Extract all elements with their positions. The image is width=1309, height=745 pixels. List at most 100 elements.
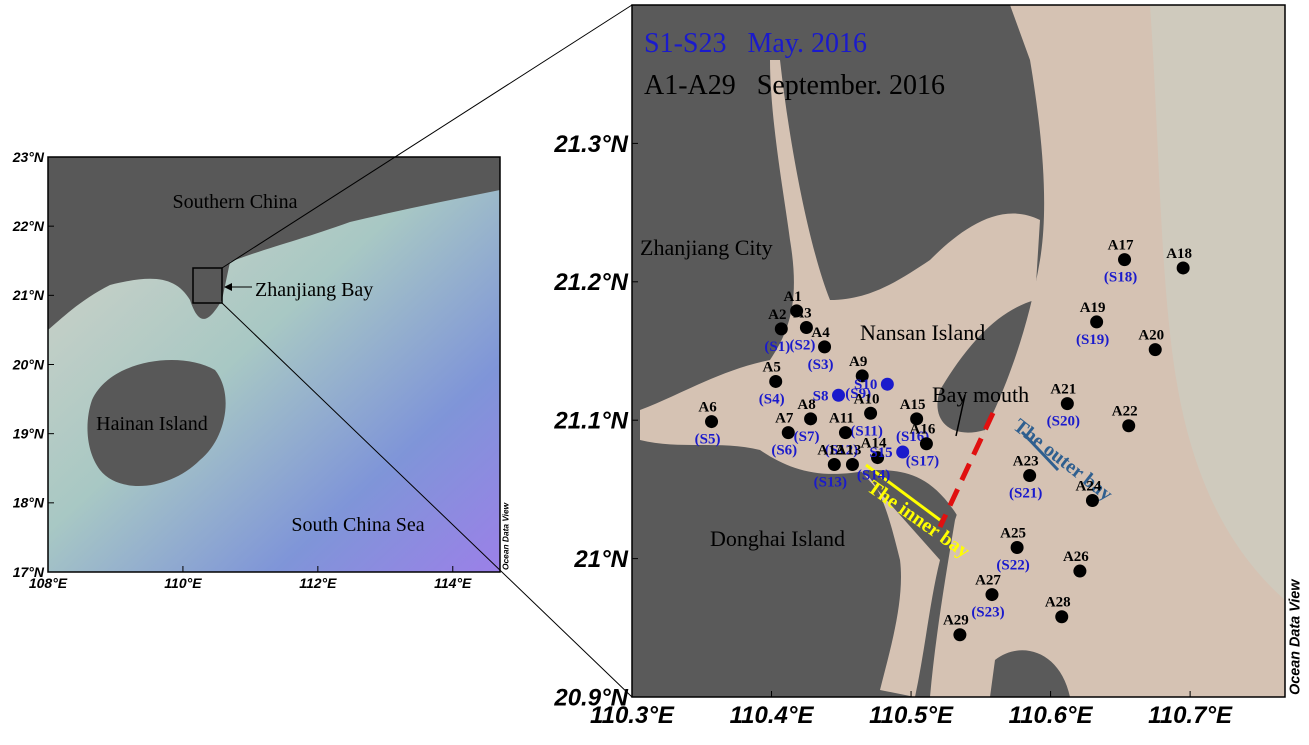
station-sublabel: (S1) (764, 339, 790, 355)
station-may (896, 445, 910, 459)
place-label: Donghai Island (710, 526, 845, 551)
station-label: S10 (854, 377, 877, 393)
station (910, 412, 924, 426)
station (845, 457, 859, 471)
station-label: A2 (768, 307, 786, 323)
place-label: Zhanjiang City (640, 235, 773, 260)
station-sublabel: (S4) (759, 391, 785, 407)
station-may (832, 388, 846, 402)
place-label: Nansan Island (860, 320, 985, 345)
station-label: A25 (1000, 526, 1026, 542)
x-tick-label: 110.5°E (869, 702, 954, 729)
channel (860, 470, 940, 697)
station-sublabel: (S5) (695, 432, 721, 448)
x-tick-label: 114°E (434, 575, 472, 591)
station-label: A12 (817, 442, 843, 458)
station-sublabel: (S23) (971, 605, 1004, 621)
zoom-box (192, 267, 223, 304)
station-sublabel: (S11) (850, 423, 883, 439)
station-label: A21 (1050, 382, 1076, 398)
bay-mouth-line (937, 411, 996, 529)
inner-arrow (865, 463, 941, 522)
station-label: A17 (1108, 238, 1134, 254)
station-label: A29 (943, 613, 969, 629)
station (953, 628, 967, 642)
station-sublabel: (S19) (1076, 332, 1109, 348)
station (1085, 493, 1099, 507)
y-tick-label: 21.3°N (553, 131, 628, 158)
station-sublabel: (S21) (1009, 486, 1042, 502)
station-sublabel: (S7) (794, 429, 820, 445)
station-label: A11 (829, 411, 854, 427)
hainan (87, 360, 226, 487)
y-tick-label: 21°N (12, 287, 45, 303)
station (871, 451, 885, 465)
x-tick-label: 108°E (29, 575, 68, 591)
station-label: A14 (861, 436, 887, 452)
zoom-line (221, 302, 633, 698)
station (790, 304, 804, 318)
y-tick-label: 21.2°N (553, 269, 628, 296)
credit: Ocean Data View (500, 502, 510, 570)
station-label: A1 (783, 289, 801, 305)
station (781, 426, 795, 440)
x-tick-label: 110.4°E (730, 702, 815, 729)
station-label: A27 (975, 573, 1001, 589)
place-label: Zhanjiang Bay (255, 279, 373, 301)
y-tick-label: 21°N (573, 546, 628, 573)
station (1060, 397, 1074, 411)
y-tick-label: 23°N (12, 149, 45, 165)
zoom-line (221, 4, 633, 269)
station-sublabel: (S9) (845, 386, 871, 402)
station-sublabel: (S18) (1104, 270, 1137, 286)
station (799, 320, 813, 334)
credit: Ocean Data View (1287, 579, 1303, 695)
station-label: A24 (1076, 478, 1102, 494)
station (804, 412, 818, 426)
station-label: A16 (909, 422, 935, 438)
station-label: A3 (793, 305, 811, 321)
station (1055, 610, 1069, 624)
x-tick-label: 110°E (164, 575, 202, 591)
outer-arrow (1020, 430, 1060, 472)
x-tick-label: 110.7°E (1148, 702, 1233, 729)
y-tick-label: 19°N (13, 426, 45, 442)
x-tick-label: 110.6°E (1009, 702, 1094, 729)
station (1122, 419, 1136, 433)
station-sublabel: (S14) (857, 468, 890, 484)
legend-black: A1-A29 September. 2016 (644, 70, 945, 101)
y-tick-label: 21.1°N (553, 408, 628, 435)
mainland (48, 157, 500, 330)
y-tick-label: 22°N (12, 218, 45, 234)
station (1023, 469, 1037, 483)
station-label: A9 (849, 354, 867, 370)
frame (631, 4, 1286, 698)
station-sublabel: (S2) (789, 337, 815, 353)
legend-blue: S1-S23 May. 2016 (644, 28, 867, 59)
place-label: Hainan Island (96, 413, 208, 435)
y-tick-label: 20°N (12, 356, 45, 372)
station-label: A28 (1045, 595, 1071, 611)
arrow-head (224, 283, 232, 291)
station-label: A13 (836, 442, 862, 458)
station-sublabel: (S17) (906, 454, 939, 470)
station (1010, 541, 1024, 555)
station-label: S8 (813, 388, 829, 404)
station (774, 322, 788, 336)
inner-bay (640, 60, 1040, 520)
station-label: A6 (698, 400, 717, 416)
station-label: S15 (869, 445, 892, 461)
y-tick-label: 20.9°N (553, 684, 628, 711)
station (855, 369, 869, 383)
station-sublabel: (S13) (814, 474, 847, 490)
x-tick-label: 110.3°E (590, 702, 675, 729)
station-label: A20 (1138, 328, 1164, 344)
place-label: Southern China (173, 191, 298, 213)
station-label: A10 (854, 391, 880, 407)
station-sublabel: (S22) (996, 558, 1029, 574)
station-sublabel: (S20) (1047, 414, 1080, 430)
station (1073, 564, 1087, 578)
station-sublabel: (S6) (771, 443, 797, 459)
